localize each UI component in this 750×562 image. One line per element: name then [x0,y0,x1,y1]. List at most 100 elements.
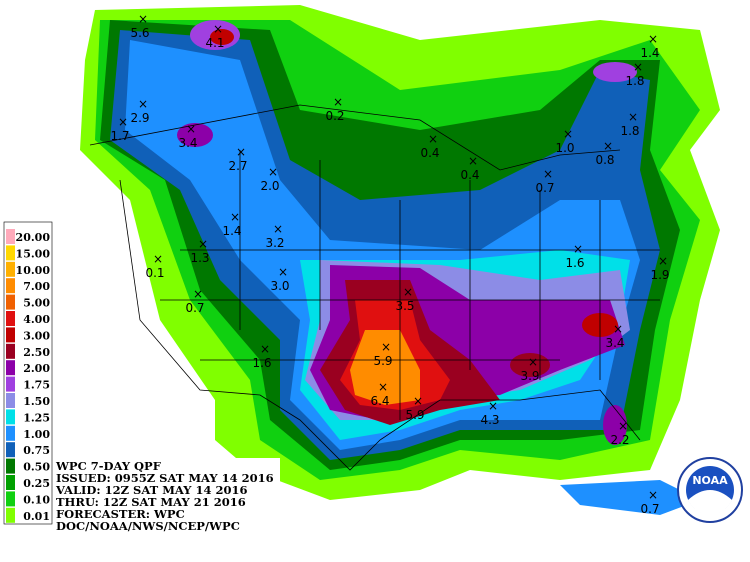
point-marker: × [138,97,148,111]
point-value: 0.4 [420,146,439,160]
point-marker: × [403,285,413,299]
header-line: VALID: 12Z SAT MAY 14 2016 [55,483,248,497]
point-marker: × [468,154,478,168]
point-marker: × [648,488,658,502]
legend-label: 1.25 [23,411,50,424]
point-value: 1.8 [620,124,639,138]
legend-label: 1.75 [23,379,50,392]
point-marker: × [186,122,196,136]
legend: 20.00 15.00 10.00 7.00 5.00 4.00 3.00 2.50 2.00 1… [3,221,53,525]
legend-swatch [6,261,15,277]
point-marker: × [213,22,223,36]
point-value: 1.4 [222,224,241,238]
point-marker: × [193,287,203,301]
legend-label: 1.00 [23,428,50,441]
point-value: 0.7 [640,502,659,516]
point-value: 3.0 [270,279,289,293]
point-marker: × [428,132,438,146]
point-value: 6.4 [370,394,389,408]
point-value: 2.2 [610,433,629,447]
legend-swatch [6,475,15,490]
point-value: 1.6 [565,256,584,270]
legend-label: 0.25 [23,477,50,490]
point-value: 4.3 [480,413,499,427]
point-marker: × [543,167,553,181]
noaa-logo: NOAA [677,457,743,523]
legend-swatch [6,245,15,261]
logo-text: NOAA [692,474,728,487]
point-marker: × [236,145,246,159]
legend-label: 1.50 [23,395,50,408]
point-value: 1.7 [110,129,129,143]
legend-swatch [6,229,15,244]
legend-label: 0.10 [23,493,50,506]
point-marker: × [230,210,240,224]
legend-label: 0.75 [23,444,50,457]
legend-label: 20.00 [16,231,51,244]
legend-swatch [6,360,15,376]
point-value: 0.2 [325,109,344,123]
header-line: WPC 7-DAY QPF [55,459,162,473]
header-line: ISSUED: 0955Z SAT MAY 14 2016 [56,471,274,485]
legend-label: 10.00 [16,264,51,277]
legend-swatch [6,294,15,310]
legend-swatch [6,393,15,408]
point-value: 0.8 [595,153,614,167]
point-value: 4.1 [205,36,224,50]
point-value: 2.7 [228,159,247,173]
header-box [54,458,280,534]
point-marker: × [633,60,643,74]
header-line: FORECASTER: WPC [56,507,185,521]
point-value: 5.9 [405,408,424,422]
point-marker: × [628,110,638,124]
legend-label: 5.00 [23,297,50,310]
point-value: 2.0 [260,179,279,193]
point-marker: × [613,322,623,336]
point-value: 3.5 [395,299,414,313]
point-value: 1.9 [650,268,669,282]
point-marker: × [413,394,423,408]
point-marker: × [563,127,573,141]
point-value: 0.7 [535,181,554,195]
point-marker: × [278,265,288,279]
legend-swatch [6,442,15,458]
legend-swatch [6,327,15,343]
point-value: 5.6 [130,26,149,40]
legend-label: 15.00 [16,247,51,260]
legend-swatch [6,278,15,294]
legend-label: 2.00 [23,362,50,375]
legend-swatch [6,425,15,441]
point-value: 3.2 [265,236,284,250]
legend-swatch [6,507,15,523]
point-marker: × [573,242,583,256]
point-value: 0.4 [460,168,479,182]
legend-swatch [6,458,15,474]
legend-label: 7.00 [23,280,50,293]
point-marker: × [648,32,658,46]
point-marker: × [273,222,283,236]
legend-label: 3.00 [23,329,50,342]
point-marker: × [153,252,163,266]
point-value: 0.1 [145,266,164,280]
point-marker: × [118,115,128,129]
header-line: DOC/NOAA/NWS/NCEP/WPC [56,519,240,533]
point-value: 0.7 [185,301,204,315]
point-value: 2.9 [130,111,149,125]
point-marker: × [268,165,278,179]
legend-swatch [6,343,15,359]
point-labels: ×5.6 ×4.1×2.9×1.7 ×3.4×2.7 ×2.0×0.2×1.4×1.8… [110,12,669,516]
point-marker: × [381,340,391,354]
point-value: 1.8 [625,74,644,88]
legend-label: 0.01 [23,510,50,523]
header-line: THRU: 12Z SAT MAY 21 2016 [56,495,246,509]
point-marker: × [378,380,388,394]
point-marker: × [603,139,613,153]
point-marker: × [488,399,498,413]
point-marker: × [528,355,538,369]
point-marker: × [658,254,668,268]
point-value: 3.4 [605,336,624,350]
point-value: 1.6 [252,356,271,370]
borders [89,104,660,471]
